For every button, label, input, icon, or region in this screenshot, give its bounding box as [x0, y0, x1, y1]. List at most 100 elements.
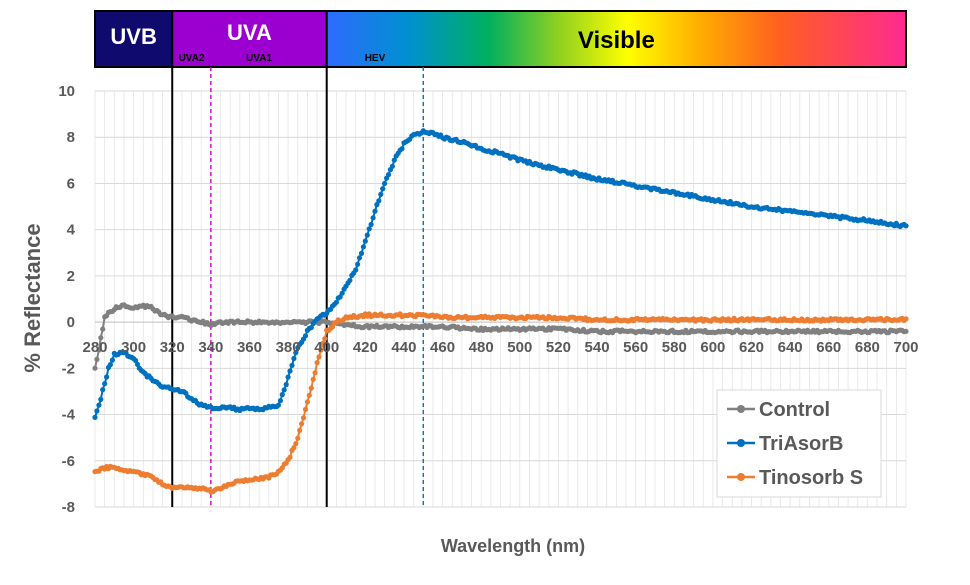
y-tick-label: 6 — [67, 175, 75, 192]
legend-label: Control — [759, 399, 830, 421]
series-point — [333, 299, 339, 305]
y-tick-label: 10 — [58, 83, 75, 100]
series-point — [109, 357, 115, 363]
x-tick-label: 680 — [855, 339, 880, 356]
x-tick-label: 460 — [430, 339, 455, 356]
series-point — [275, 402, 281, 408]
series-point — [318, 347, 324, 353]
x-tick-label: 560 — [623, 339, 648, 356]
x-tick-label: 540 — [585, 339, 610, 356]
x-tick-label: 700 — [893, 339, 918, 356]
series-point — [360, 244, 366, 250]
y-tick-label: 4 — [67, 222, 76, 239]
series-point — [285, 374, 291, 380]
spectrum-band-strip: UVB UVA Visible UVA2 UVA1 HEV — [94, 10, 907, 68]
legend-swatch-marker — [737, 439, 745, 447]
legend-item-triasorb: TriAsorB — [727, 433, 843, 455]
series-tinosorb-s — [92, 311, 909, 495]
series-point — [382, 180, 388, 187]
series-point — [100, 387, 106, 393]
x-tick-label: 520 — [546, 339, 571, 356]
series-point — [376, 198, 382, 204]
series-point — [339, 290, 345, 296]
series-point — [291, 355, 297, 362]
x-tick-label: 440 — [391, 339, 416, 356]
x-tick-label: 660 — [816, 339, 841, 356]
band-uva — [171, 10, 328, 68]
y-tick-label: 2 — [67, 268, 75, 285]
x-tick-label: 280 — [82, 339, 107, 356]
series-point — [293, 350, 299, 356]
series-point — [378, 191, 384, 197]
sub-band-label-uva2: UVA2 — [179, 53, 205, 64]
series-point — [304, 399, 310, 405]
series-point — [297, 427, 303, 433]
series-point — [391, 157, 397, 163]
series-point — [277, 398, 283, 404]
sub-band-label-hev: HEV — [365, 53, 386, 64]
series-point — [355, 261, 361, 267]
x-tick-label: 360 — [237, 339, 262, 356]
reference-lines — [171, 67, 424, 507]
series-point — [102, 381, 108, 387]
x-tick-label: 400 — [314, 339, 339, 356]
series-point — [94, 356, 100, 362]
series-point — [353, 267, 359, 273]
series-point — [300, 415, 307, 421]
legend-label: Tinosorb S — [759, 467, 863, 489]
x-tick-label: 600 — [700, 339, 725, 356]
y-tick-label: 8 — [67, 129, 75, 146]
series-point — [399, 146, 405, 152]
series-point — [310, 376, 316, 382]
series-point — [104, 374, 110, 380]
legend-swatch-marker — [737, 473, 745, 481]
x-tick-label: 480 — [469, 339, 494, 356]
series-point — [903, 316, 909, 322]
series-point — [903, 223, 909, 229]
series-point — [96, 402, 102, 408]
series-layer — [92, 128, 909, 495]
series-point — [356, 255, 363, 261]
series-point — [380, 186, 386, 192]
series-point — [302, 333, 309, 339]
series-point — [96, 347, 102, 353]
series-point — [389, 163, 395, 169]
x-tick-label: 620 — [739, 339, 764, 356]
series-point — [287, 368, 293, 374]
series-triasorb — [92, 128, 909, 420]
legend-label: TriAsorB — [759, 433, 843, 455]
series-point — [92, 414, 98, 420]
series-point — [107, 362, 113, 368]
series-point — [372, 208, 378, 214]
x-tick-label: 640 — [778, 339, 803, 356]
series-point — [299, 421, 305, 427]
band-uvb — [94, 10, 174, 68]
x-tick-label: 380 — [276, 339, 301, 356]
y-tick-label: -6 — [62, 453, 75, 470]
sub-band-label-uva1: UVA1 — [246, 53, 272, 64]
series-control — [92, 302, 909, 371]
x-tick-label: 340 — [198, 339, 223, 356]
x-tick-label: 500 — [507, 339, 532, 356]
legend-item-tinosorb-s: Tinosorb S — [727, 467, 863, 489]
series-point — [98, 335, 104, 341]
series-point — [314, 360, 320, 366]
series-point — [306, 392, 312, 398]
legend-item-control: Control — [727, 399, 830, 421]
series-point — [133, 357, 139, 364]
series-point — [302, 406, 309, 412]
series-point — [308, 325, 314, 331]
series-point — [316, 354, 322, 360]
series-point — [358, 250, 365, 256]
series-point — [283, 381, 289, 388]
x-tick-label: 300 — [121, 339, 146, 356]
series-point — [312, 370, 318, 376]
y-tick-label: 0 — [67, 314, 75, 331]
legend: Control TriAsorB Tinosorb S — [716, 389, 882, 498]
series-point — [362, 238, 368, 244]
series-point — [322, 336, 328, 342]
series-point — [291, 445, 297, 451]
y-tick-label: -4 — [62, 407, 76, 424]
band-visible — [325, 10, 907, 68]
